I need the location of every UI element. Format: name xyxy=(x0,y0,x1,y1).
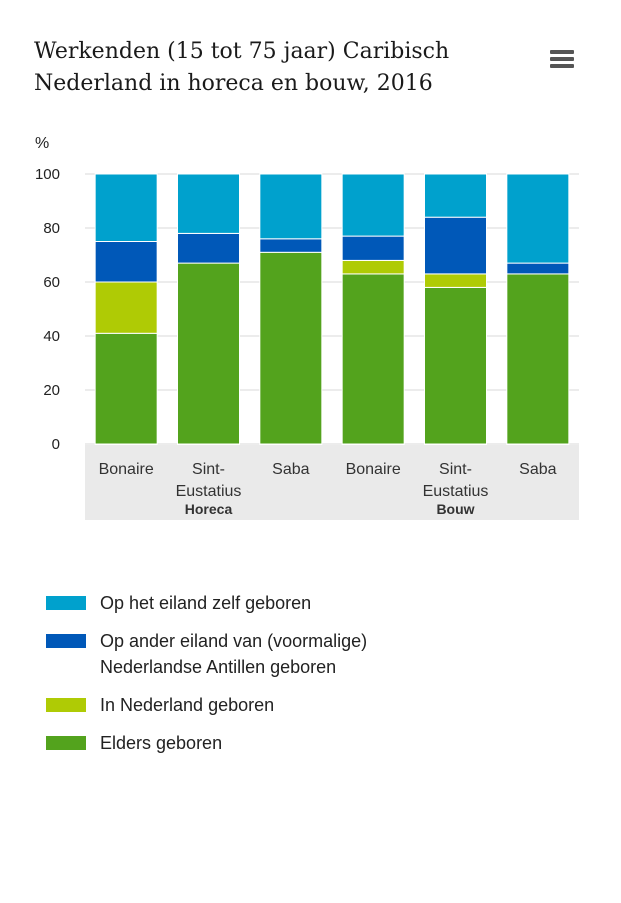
legend-swatch xyxy=(46,698,86,712)
legend-item[interactable]: Op het eiland zelf geboren xyxy=(46,590,470,616)
bar-segment xyxy=(424,286,487,445)
legend-item[interactable]: Op ander eiland van (voormalige) Nederla… xyxy=(46,628,470,680)
legend-item[interactable]: In Nederland geboren xyxy=(46,692,470,718)
bar-segment xyxy=(94,241,158,283)
bar-segment xyxy=(424,216,487,275)
legend-swatch xyxy=(46,736,86,750)
bar-segment xyxy=(506,173,570,264)
legend: Op het eiland zelf geboren Op ander eilan… xyxy=(46,590,470,768)
bar-segment xyxy=(424,273,487,288)
y-tick-label: 100 xyxy=(35,166,60,183)
bar-segment xyxy=(177,173,240,234)
x-tick-label: Bonaire xyxy=(346,461,401,478)
legend-label: Op het eiland zelf geboren xyxy=(100,593,312,613)
y-tick-label: 0 xyxy=(52,436,60,453)
group-label: Horeca xyxy=(185,501,233,517)
bar-segment xyxy=(177,232,240,264)
bar-segment xyxy=(341,173,405,237)
bar-segment xyxy=(424,173,487,218)
bar-segment xyxy=(341,259,405,275)
legend-label: Op ander eiland van (voormalige) Nederla… xyxy=(100,631,368,677)
x-tick-label: Eustatius xyxy=(423,483,489,500)
category-band xyxy=(85,445,579,520)
legend-swatch xyxy=(46,634,86,648)
y-tick-label: 60 xyxy=(43,274,60,291)
bar-segment xyxy=(94,281,158,334)
bar-chart: 0 20 40 60 80 100% Bonaire Sint- Eustatius Saba Bo… xyxy=(35,135,579,520)
y-tick-label: 80 xyxy=(43,220,60,237)
x-tick-label: Saba xyxy=(519,461,556,478)
bar-segment xyxy=(94,332,158,445)
bar-segment xyxy=(506,262,570,275)
legend-item[interactable]: Elders geboren xyxy=(46,730,470,756)
x-tick-label: Sint- xyxy=(439,461,472,478)
x-tick-label: Sint- xyxy=(192,461,225,478)
y-axis-label: % xyxy=(35,135,49,152)
hamburger-menu-icon[interactable] xyxy=(550,50,574,70)
x-tick-label: Eustatius xyxy=(176,483,242,500)
y-tick-label: 40 xyxy=(43,328,60,345)
x-tick-label: Saba xyxy=(272,461,309,478)
legend-swatch xyxy=(46,596,86,610)
bar-segment xyxy=(506,273,570,445)
x-tick-label: Bonaire xyxy=(99,461,154,478)
chart-title: Werkenden (15 tot 75 jaar) Caribisch Ned… xyxy=(34,39,450,96)
bar-segment xyxy=(259,251,323,445)
bar-segment xyxy=(341,235,405,261)
legend-label: In Nederland geboren xyxy=(100,695,275,715)
bar-segment xyxy=(94,173,158,242)
y-tick-label: 20 xyxy=(43,382,60,399)
bar-segment xyxy=(341,273,405,445)
legend-label: Elders geboren xyxy=(100,733,223,753)
bar-segment xyxy=(259,238,323,253)
bar-segment xyxy=(177,262,240,445)
group-label: Bouw xyxy=(436,501,474,517)
bar-segment xyxy=(259,173,323,240)
